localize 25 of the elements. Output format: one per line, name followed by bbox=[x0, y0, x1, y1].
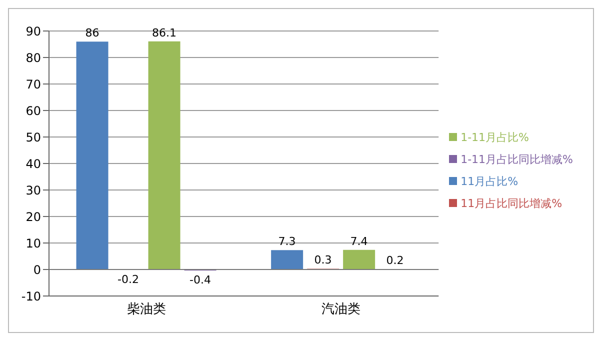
y-tick-label: 20 bbox=[26, 210, 41, 224]
data-label: 7.3 bbox=[278, 235, 296, 248]
data-label: -0.2 bbox=[118, 272, 140, 286]
y-tick-label: 0 bbox=[33, 262, 41, 277]
data-label: 86 bbox=[85, 26, 100, 40]
data-label: 7.4 bbox=[350, 234, 368, 248]
y-tick-label: -10 bbox=[21, 289, 41, 304]
legend-label: 11月占比% bbox=[460, 174, 518, 188]
y-tick-label: 30 bbox=[26, 183, 41, 198]
y-tick-label: 70 bbox=[26, 77, 41, 92]
x-tick-label: 汽油类 bbox=[322, 302, 361, 318]
data-label: 0.2 bbox=[386, 254, 404, 267]
y-tick-label: 10 bbox=[26, 236, 41, 250]
legend-label: 1-11月占比同比增减% bbox=[460, 152, 573, 166]
y-tick-label: 40 bbox=[26, 156, 41, 171]
legend-label: 11月占比同比增减% bbox=[460, 196, 562, 210]
y-tick-label: 90 bbox=[26, 24, 41, 38]
y-tick-label: 80 bbox=[26, 50, 41, 65]
data-label: -0.4 bbox=[190, 273, 212, 286]
legend-label: 1-11月占比% bbox=[460, 130, 529, 144]
y-tick-label: 50 bbox=[26, 130, 41, 144]
data-label: 86.1 bbox=[152, 26, 177, 40]
y-tick-label: 60 bbox=[26, 104, 41, 118]
x-tick-label: 柴油类 bbox=[126, 302, 166, 318]
data-label: 0.3 bbox=[314, 254, 332, 267]
